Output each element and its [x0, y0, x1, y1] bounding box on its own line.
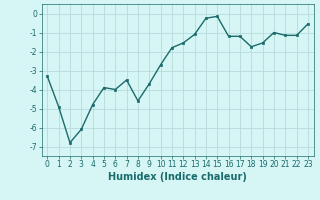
X-axis label: Humidex (Indice chaleur): Humidex (Indice chaleur) [108, 172, 247, 182]
